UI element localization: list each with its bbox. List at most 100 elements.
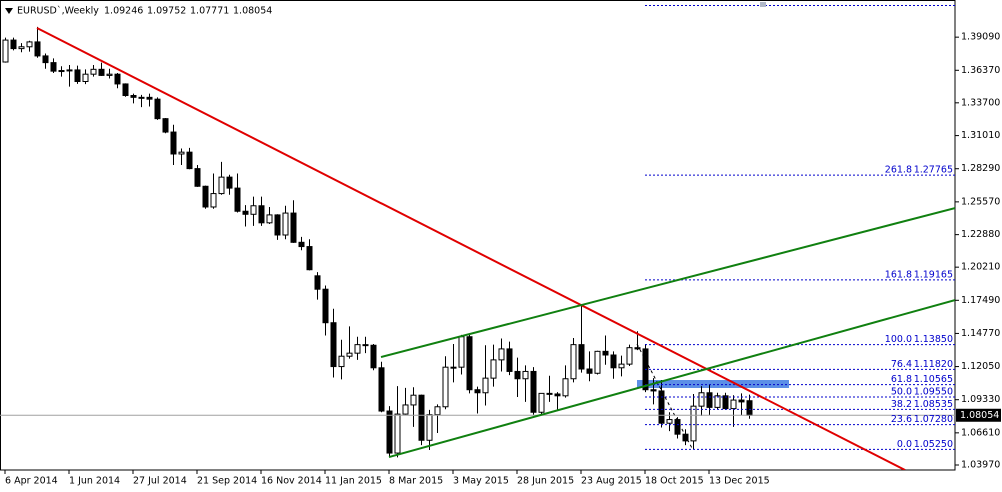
candle-body [586,368,593,374]
candle-body [42,55,49,64]
candle-body [138,96,145,99]
candle-body [226,176,233,189]
candle-body [66,69,73,72]
candle-body [378,367,385,412]
fib-level: 161.8 [885,269,912,280]
x-tick-label: 1 Jun 2014 [69,476,120,487]
candle-body [362,344,369,347]
candle-body [250,205,257,215]
candle-body [106,73,113,76]
fib-price: 1.09550 [914,387,953,398]
fib-level: 261.8 [885,165,912,176]
candle-body [522,370,529,380]
candle-body [218,176,225,195]
candle-body [50,62,57,72]
candle-body [234,187,241,212]
candle-body [634,347,641,350]
y-tick-label: 1.09330 [961,394,1000,405]
chart-title: EURUSD`,Weekly [17,6,99,17]
candle-body [322,288,329,324]
header-high: 1.09752 [147,6,186,17]
fib-price: 1.19165 [914,269,953,280]
y-tick-label: 1.06610 [961,427,1000,438]
candle-body [690,405,697,442]
candle-body [450,366,457,369]
candle-body [146,96,153,100]
candles [2,26,753,458]
candle-body [194,168,201,187]
fib-level: 23.6 [891,414,912,425]
candle-body [314,275,321,290]
candle-body [154,98,161,120]
fib-level: 0.0 [897,439,912,450]
candle-body [90,68,97,75]
fib-level: 100.0 [885,334,912,345]
candle-body [442,366,449,408]
candle-body [698,392,705,407]
candle-body [410,394,417,406]
header-close: 1.08054 [233,6,272,17]
fib-price: 1.07280 [914,414,953,425]
candle-body [178,151,185,155]
fib-handle [760,2,766,7]
fib-price: 1.11820 [914,359,953,370]
candle-body [170,131,177,155]
menu-icon[interactable] [5,8,13,14]
y-tick-label: 1.33700 [961,97,1000,108]
candle-body [474,389,481,394]
x-tick-label: 13 Dec 2015 [709,476,770,487]
fib-level: 61.8 [891,374,912,385]
y-tick-label: 1.39090 [961,32,1000,43]
y-tick-label: 1.28290 [961,163,1000,174]
candle-body [610,354,617,369]
candle-body [666,419,673,424]
price-tag-label: 1.08054 [960,410,999,421]
trend-line [388,299,955,459]
candle-body [274,214,281,236]
candle-body [122,83,129,97]
x-tick-label: 6 Apr 2014 [5,476,58,487]
candle-body [26,41,33,48]
candle-body [18,46,25,50]
x-tick-label: 8 Mar 2015 [389,476,443,487]
candle-body [338,355,345,368]
candle-body [482,377,489,394]
x-tick-label: 16 Nov 2014 [261,476,322,487]
candle-body [546,392,553,395]
candle-body [554,393,561,397]
candle-body [746,400,753,416]
fib-price: 1.05250 [914,439,953,450]
header-low: 1.07771 [190,6,229,17]
candle-body [426,414,433,441]
candle-body [722,395,729,410]
candle-body [538,392,545,413]
candle-body [186,151,193,170]
x-tick-label: 11 Jan 2015 [325,476,382,487]
candle-body [282,212,289,236]
candle-body [298,241,305,248]
candle-body [98,68,105,76]
candle-body [498,348,505,361]
fib-price: 1.08535 [914,399,953,410]
fib-level: 76.4 [891,359,912,370]
axes: 1.39090 1.36370 1.33700 1.31010 1.28290 1.255… [4,32,1001,487]
plot-frame [0,0,956,471]
y-tick-label: 1.14770 [961,328,1000,339]
candle-body [570,344,577,380]
candle-body [10,39,17,50]
candle-body [674,419,681,435]
y-tick-label: 1.31010 [961,130,1000,141]
price-tag [956,408,1001,422]
candle-body [258,205,265,224]
fib-level: 50.0 [891,387,912,398]
candle-body [202,185,209,208]
candle-body [266,214,273,224]
candle-body [434,406,441,416]
fib-price: 1.10565 [914,374,953,385]
candle-body [626,347,633,365]
candle-body [130,95,137,98]
candle-body [514,370,521,380]
candle-body [506,348,513,372]
candle-body [706,392,713,408]
